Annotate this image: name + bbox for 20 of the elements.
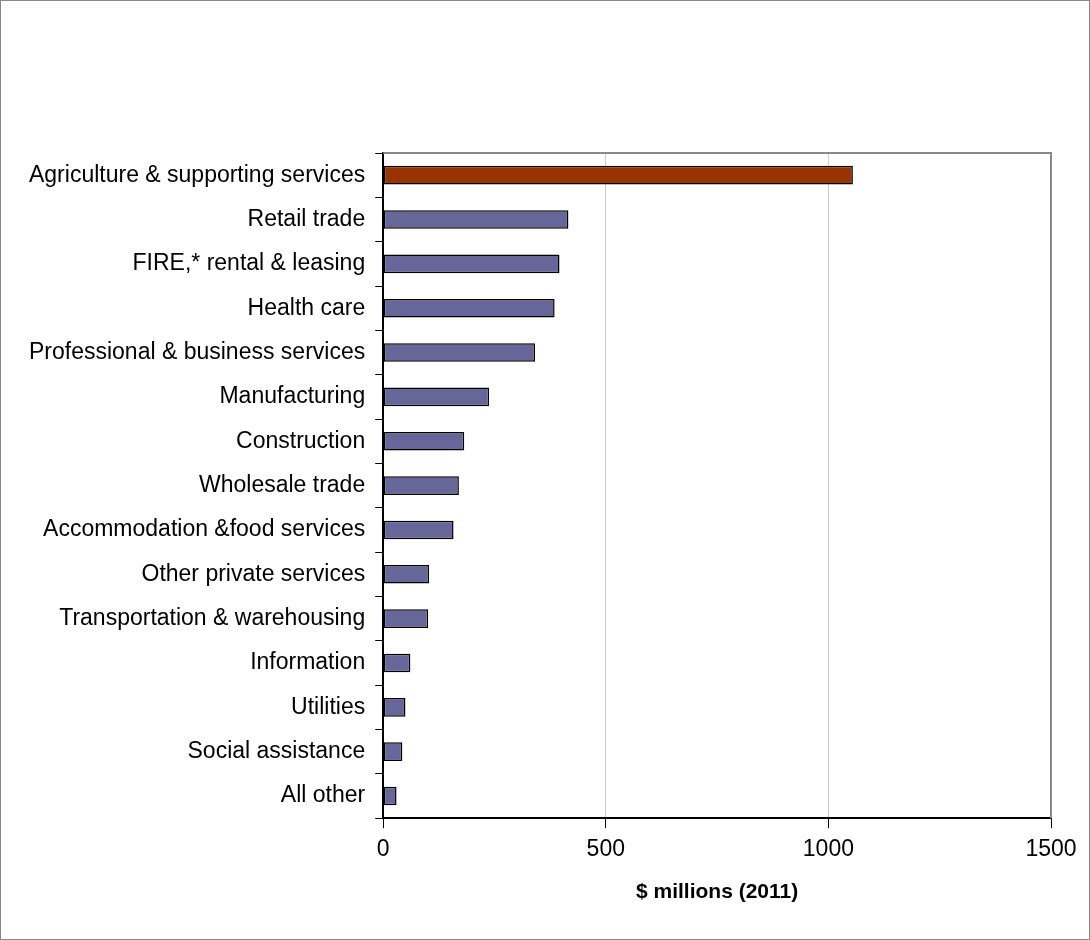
- y-tick-label: FIRE,* rental & leasing: [132, 249, 366, 276]
- y-tick-label: Transportation & warehousing: [59, 603, 366, 630]
- y-tick-label: Health care: [247, 293, 366, 320]
- x-tick-label: 500: [586, 835, 625, 862]
- y-tick-label: Information: [250, 648, 366, 675]
- x-tick-label: 0: [376, 835, 390, 862]
- y-tick-label: Other private services: [141, 559, 366, 586]
- y-tick-label: Agriculture & supporting services: [28, 160, 366, 187]
- x-tick-label: 1000: [802, 835, 854, 862]
- y-tick-label: Wholesale trade: [199, 470, 366, 497]
- y-tick-label: All other: [280, 781, 366, 808]
- x-tick-label: 1500: [1025, 835, 1077, 862]
- y-tick-label: Utilities: [291, 692, 366, 719]
- y-tick-label: Retail trade: [247, 204, 366, 231]
- y-tick-label: Accommodation &food services: [43, 515, 366, 542]
- y-tick-label: Manufacturing: [219, 382, 366, 409]
- y-tick-label: Professional & business services: [28, 337, 366, 364]
- x-axis-title: $ millions (2011): [635, 879, 799, 903]
- y-tick-label: Social assistance: [187, 737, 366, 764]
- y-tick-label: Construction: [236, 426, 366, 453]
